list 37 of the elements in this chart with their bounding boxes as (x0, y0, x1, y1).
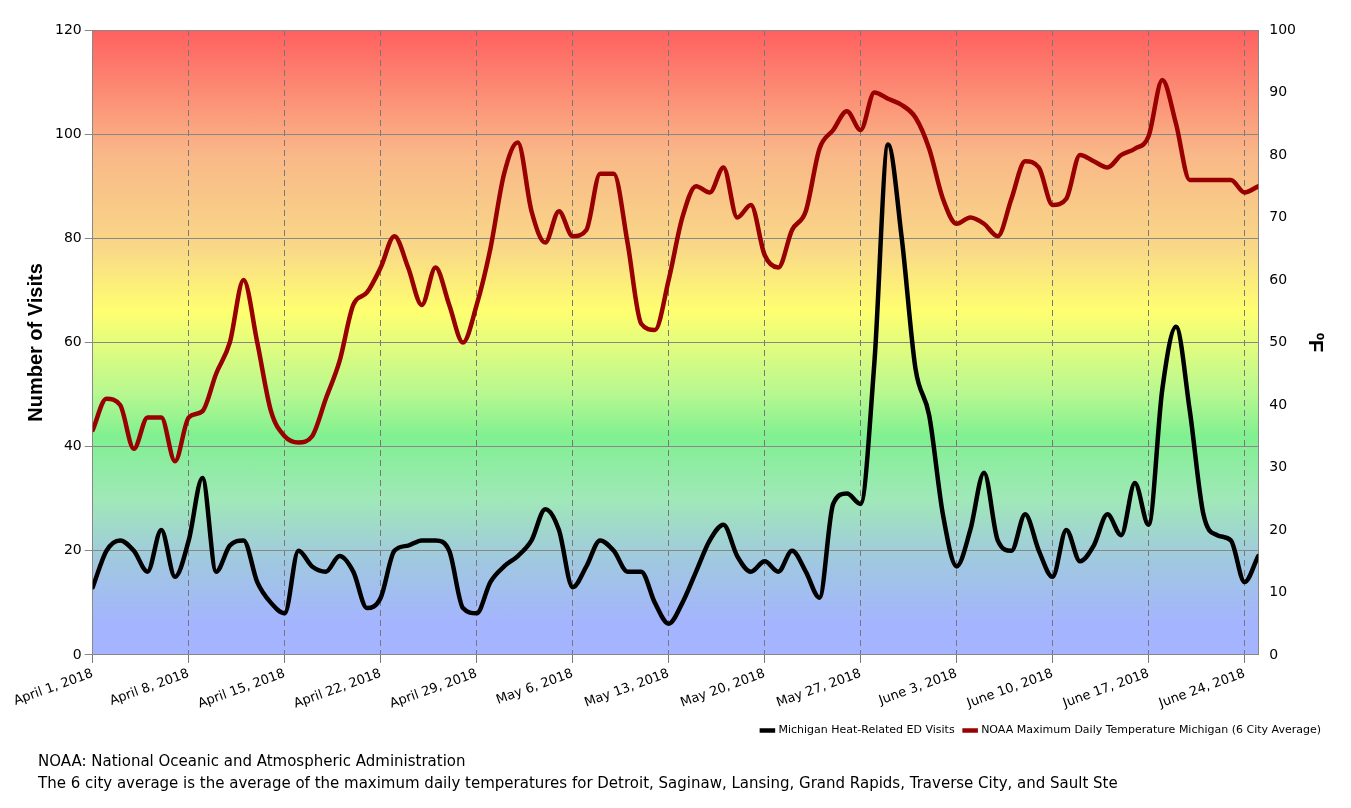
x-tick-label: June 24, 2018 (1155, 665, 1247, 711)
x-tick-label: June 17, 2018 (1059, 665, 1151, 711)
y2-tick-label: 10 (1269, 583, 1288, 600)
y-tick-label: 20 (63, 541, 82, 558)
y2-tick-label: 40 (1269, 395, 1288, 412)
text: NOAA: National Oceanic and Atmospheric Administration (38, 751, 467, 772)
y-tick-label: 40 (63, 437, 82, 454)
y2-tick-label: 80 (1269, 145, 1288, 162)
x-tick-label: April 1, 2018 (11, 665, 95, 708)
y2-axis-title: ºF (1305, 332, 1328, 353)
y-tick-label: 100 (54, 124, 82, 141)
y2-tick-label: 90 (1269, 83, 1288, 100)
y2-tick-label: 100 (1269, 20, 1297, 37)
y-axis-title: Number of Visits (23, 263, 46, 422)
y-tick-label: 60 (63, 333, 82, 350)
y2-tick-label: 30 (1269, 458, 1288, 475)
y-tick-label: 80 (63, 228, 82, 245)
x-tick-label: April 29, 2018 (387, 665, 479, 711)
x-tick-label: May 13, 2018 (582, 665, 671, 710)
y2-tick-label: 20 (1269, 520, 1288, 537)
y2-tick-label: 50 (1269, 333, 1288, 350)
x-tick-label: May 20, 2018 (678, 665, 767, 710)
text: The 6 city average is the average of the maximum daily temperatures for Detroit, Saginaw, Lansing, Grand Rapids, Traverse City, and Sault Ste (38, 773, 1119, 794)
y-tick-label: 0 (72, 645, 82, 662)
x-tick-label: June 10, 2018 (963, 665, 1055, 711)
x-tick-label: April 22, 2018 (291, 665, 383, 711)
y2-tick-label: 70 (1269, 208, 1288, 225)
y2-tick-label: 60 (1269, 270, 1288, 287)
legend-label: NOAA Maximum Daily Temperature Michigan (6 City Average) (981, 723, 1322, 737)
legend-label: Michigan Heat-Related ED Visits (778, 723, 955, 737)
x-tick-label: April 8, 2018 (107, 665, 191, 708)
y-tick-label: 120 (54, 20, 82, 37)
x-tick-label: April 15, 2018 (195, 665, 287, 711)
y2-tick-label: 0 (1269, 645, 1279, 662)
x-tick-label: May 27, 2018 (774, 665, 863, 710)
x-tick-label: June 3, 2018 (875, 665, 959, 708)
x-tick-label: May 6, 2018 (493, 665, 575, 707)
